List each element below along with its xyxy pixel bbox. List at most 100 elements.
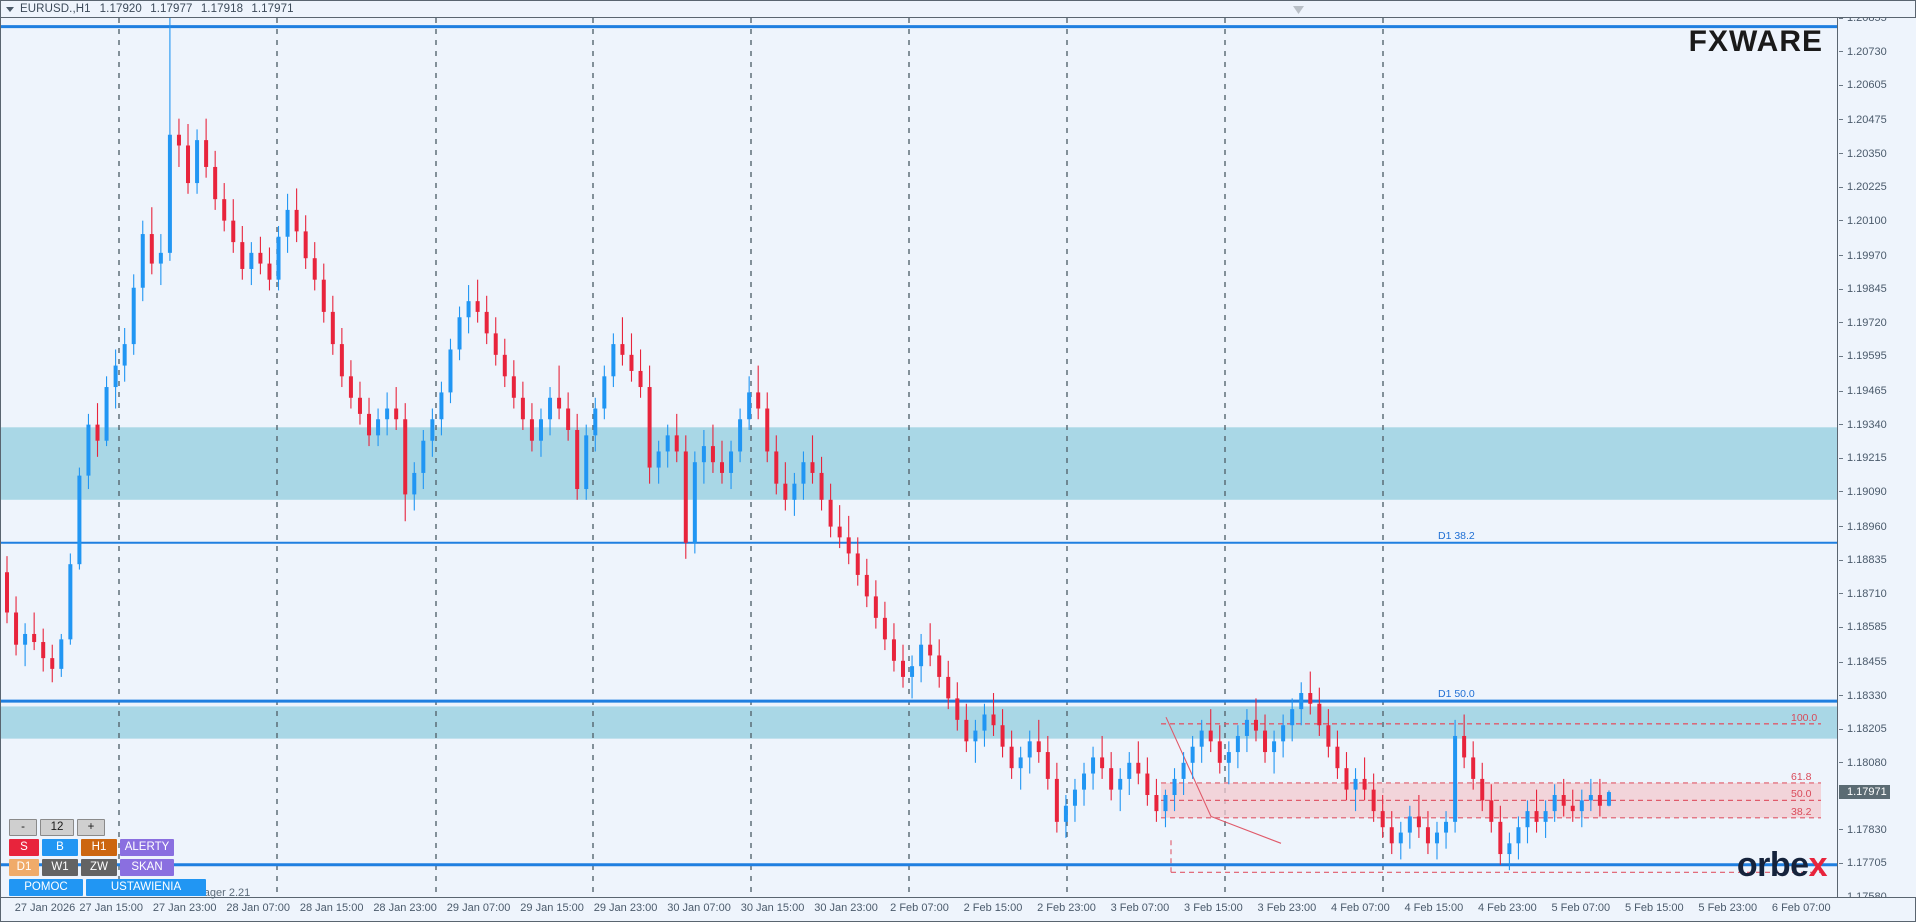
candle xyxy=(1434,821,1439,860)
candle xyxy=(149,207,154,275)
candle xyxy=(59,633,64,677)
level-label-d1-38-2: D1 38.2 xyxy=(1438,529,1475,542)
candle-body xyxy=(448,349,453,393)
candle xyxy=(457,306,462,361)
candle xyxy=(231,199,236,253)
candle xyxy=(1190,735,1195,779)
candle xyxy=(557,365,562,420)
candle xyxy=(176,118,181,167)
candle-body xyxy=(1335,746,1340,769)
candle-body xyxy=(1380,811,1385,828)
candle xyxy=(1398,821,1403,860)
buy-button[interactable]: B xyxy=(42,839,78,856)
candle-body xyxy=(475,301,480,312)
candle xyxy=(511,360,516,409)
candle-body xyxy=(1516,827,1521,844)
price-tick: 1.19845 xyxy=(1839,283,1916,295)
candle-body xyxy=(774,451,779,484)
price-tick: 1.19090 xyxy=(1839,486,1916,498)
candle-body xyxy=(710,446,715,463)
candle-body xyxy=(529,419,534,441)
candle-body xyxy=(231,220,236,243)
panel-row-actions: POMOC USTAWIENIA xyxy=(9,879,206,896)
candle-body xyxy=(1579,800,1584,812)
candle xyxy=(538,408,543,457)
time-scale[interactable]: 27 Jan 2026 27 Jan 15:00 27 Jan 23:00 28 Ja… xyxy=(1,897,1915,921)
sell-button[interactable]: S xyxy=(9,839,39,856)
candle-body xyxy=(1082,773,1087,790)
candle-body xyxy=(538,419,543,441)
candle xyxy=(964,703,969,753)
fibonacci-label-50.0: 50.0 xyxy=(1791,788,1812,801)
candle xyxy=(1335,730,1340,779)
panel-row-timeframes: D1 W1 ZW SKAN xyxy=(9,859,206,876)
upper-supply-zone xyxy=(1,427,1837,500)
chart-plot-area[interactable] xyxy=(1,18,1838,897)
candle xyxy=(95,403,100,457)
candle-body xyxy=(348,376,353,398)
candle xyxy=(421,429,426,490)
candle-body xyxy=(32,633,37,643)
candle xyxy=(1036,719,1041,763)
candle xyxy=(1389,811,1394,855)
candle-body xyxy=(1235,735,1240,753)
price-tick: 1.18205 xyxy=(1839,723,1916,735)
price-scale[interactable]: 1.20855 1.20730 1.20605 1.20475 1.20350 1.202… xyxy=(1839,12,1916,903)
candle-body xyxy=(864,574,869,597)
candle-body xyxy=(1018,757,1023,769)
candle xyxy=(891,623,896,672)
candle xyxy=(430,408,435,457)
candle xyxy=(1480,762,1485,812)
candle xyxy=(267,247,272,291)
candle xyxy=(1272,730,1277,774)
time-tick: 30 Jan 15:00 xyxy=(740,902,805,914)
candle xyxy=(412,462,417,511)
candle xyxy=(285,193,290,253)
candle xyxy=(719,440,724,484)
price-tick: 1.18835 xyxy=(1839,554,1916,566)
candle-body xyxy=(1308,693,1313,704)
candle xyxy=(167,18,172,261)
increment-button[interactable]: + xyxy=(77,819,105,836)
candle xyxy=(1290,698,1295,742)
candle xyxy=(68,553,73,645)
candle-body xyxy=(385,408,390,420)
candle xyxy=(1136,741,1141,785)
candle-body xyxy=(339,344,344,377)
chevron-down-icon[interactable] xyxy=(6,6,14,12)
tf-h1-button[interactable]: H1 xyxy=(81,839,117,856)
candle xyxy=(1100,735,1105,779)
scan-button[interactable]: SKAN xyxy=(120,859,174,876)
panel-row-stepper: - 12 + xyxy=(9,819,206,836)
zw-button[interactable]: ZW xyxy=(81,859,117,876)
candle xyxy=(113,349,118,409)
candle-body xyxy=(792,483,797,500)
candle-body xyxy=(1127,762,1132,779)
candle-body xyxy=(620,344,625,355)
candle-body xyxy=(1344,768,1349,790)
candle xyxy=(593,397,598,452)
candle xyxy=(1127,752,1132,796)
candle-body xyxy=(1290,709,1295,726)
price-tick: 1.18330 xyxy=(1839,690,1916,702)
candle xyxy=(520,381,525,430)
candle xyxy=(1444,811,1449,849)
candle xyxy=(1118,768,1123,812)
candle-body xyxy=(412,472,417,495)
candle xyxy=(294,188,299,243)
alerts-button[interactable]: ALERTY xyxy=(120,839,174,856)
value-display[interactable]: 12 xyxy=(40,819,74,836)
tf-w1-button[interactable]: W1 xyxy=(42,859,78,876)
settings-button[interactable]: USTAWIENIA xyxy=(86,879,206,896)
candle-body xyxy=(593,408,598,436)
candle-body xyxy=(68,564,73,640)
candle xyxy=(665,424,670,468)
candle-body xyxy=(484,311,489,334)
candle-body xyxy=(1416,816,1421,828)
candle xyxy=(1525,800,1530,844)
candle-body xyxy=(113,365,118,388)
price-tick: 1.19340 xyxy=(1839,419,1916,431)
help-button[interactable]: POMOC xyxy=(9,879,83,896)
tf-d1-button[interactable]: D1 xyxy=(9,859,39,876)
decrement-button[interactable]: - xyxy=(9,819,37,836)
